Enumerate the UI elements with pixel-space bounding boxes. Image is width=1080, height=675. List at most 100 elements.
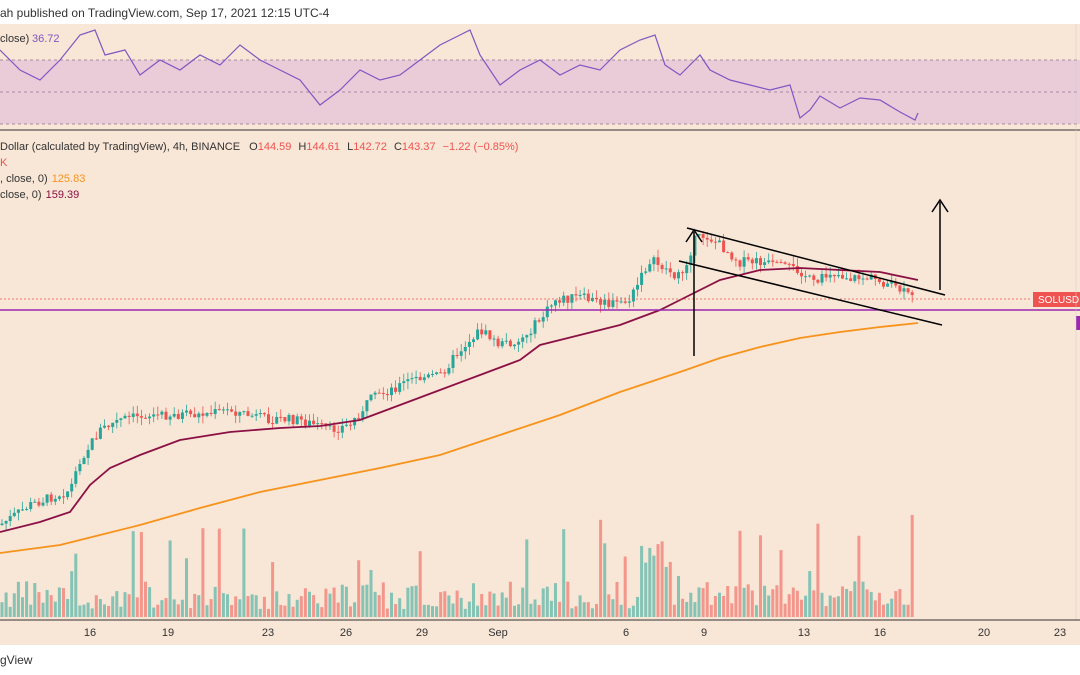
volume-bar	[582, 602, 586, 617]
candle-body	[414, 376, 418, 379]
candle-body	[131, 413, 135, 417]
volume-bar	[484, 605, 488, 617]
published-text: ah published on TradingView.com, Sep 17,…	[0, 6, 330, 20]
candle-body	[832, 274, 836, 277]
volume-bar	[119, 606, 123, 617]
volume-bar	[349, 606, 352, 617]
candle-body	[545, 306, 549, 318]
candle-body	[422, 377, 426, 381]
candle-body	[459, 351, 463, 356]
volume-bar	[197, 595, 201, 617]
volume-bar	[492, 593, 496, 617]
candle-body	[693, 235, 697, 256]
volume-bar	[800, 599, 803, 617]
candle-body	[312, 420, 316, 425]
candle-body	[267, 414, 270, 424]
volume-bar	[431, 606, 434, 617]
volume-bar	[172, 599, 176, 617]
volume-bar	[603, 543, 607, 617]
volume-bar	[488, 591, 492, 617]
volume-bar	[275, 591, 279, 617]
volume-bar	[644, 562, 648, 617]
volume-bar	[549, 600, 553, 617]
volume-bar	[49, 595, 53, 617]
volume-bar	[193, 593, 197, 617]
svg-text:, close, 0)125.83: , close, 0) 125.83	[0, 173, 85, 185]
volume-bar	[201, 528, 205, 617]
volume-bar	[754, 605, 758, 617]
volume-bar	[180, 599, 184, 617]
volume-bar	[857, 535, 861, 617]
volume-bar	[804, 595, 808, 617]
candle-body	[664, 268, 668, 270]
open-value: 144.59	[258, 141, 292, 153]
volume-bar	[906, 604, 910, 617]
volume-bar	[500, 592, 504, 617]
candle-body	[197, 413, 201, 418]
candle-body	[718, 240, 721, 243]
x-tick-label: 23	[1054, 627, 1066, 639]
volume-bar	[250, 594, 254, 617]
candle-body	[443, 372, 447, 374]
volume-bar	[779, 550, 783, 617]
volume-bar	[607, 594, 611, 617]
bull-flag-pattern	[678, 198, 949, 356]
volume-bar	[205, 605, 209, 617]
volume-bar	[127, 594, 131, 617]
flag-lower-trendline	[678, 260, 943, 326]
volume-bar	[746, 584, 750, 617]
candle-body	[431, 374, 434, 376]
volume-bar	[57, 587, 61, 617]
candle-body	[488, 330, 492, 340]
volume-bar	[115, 591, 119, 617]
volume-bar	[209, 599, 213, 617]
volume-bar	[455, 590, 459, 617]
candle-body	[21, 509, 24, 511]
candle-body	[123, 415, 127, 419]
open-label: O	[249, 141, 258, 153]
candle-body	[37, 501, 41, 506]
volume-bar	[303, 588, 307, 617]
price-legend-title: Dollar (calculated by TradingView), 4h, …	[0, 141, 240, 153]
volume-bar	[131, 531, 135, 617]
x-tick-label: Sep	[488, 627, 508, 639]
candle-body	[828, 274, 832, 278]
candle-body	[328, 425, 332, 427]
candle-body	[402, 381, 406, 384]
volume-bar	[238, 599, 242, 617]
ma-fast-line	[0, 267, 919, 533]
volume-bar	[631, 605, 635, 617]
volume-bar	[521, 587, 525, 617]
volume-bar	[103, 604, 106, 617]
candle-body	[734, 259, 738, 261]
candle-body	[439, 372, 443, 374]
volume-bar	[291, 606, 295, 617]
candle-body	[783, 262, 787, 264]
volume-bar	[4, 592, 8, 617]
volume-bar	[299, 596, 303, 617]
candle-body	[681, 272, 685, 274]
volume-bar	[340, 584, 344, 617]
volume-bar	[820, 592, 824, 617]
x-tick-label: 19	[162, 627, 174, 639]
candle-body	[537, 320, 541, 322]
volume-bar	[234, 596, 238, 617]
volume-bar	[410, 586, 414, 617]
volume-bar	[775, 585, 779, 617]
volume-bar	[517, 604, 521, 617]
x-tick-label: 16	[84, 627, 96, 639]
candle-body	[615, 300, 619, 302]
volume-bar	[771, 589, 775, 617]
candle-body	[185, 410, 188, 413]
volume-bar	[139, 531, 143, 617]
volume-bar	[78, 605, 82, 617]
volume-label: K	[0, 157, 8, 169]
candle-body	[554, 300, 557, 306]
volume-bar	[836, 596, 840, 617]
candle-body	[517, 341, 521, 345]
x-tick-label: 26	[340, 627, 352, 639]
volume-bar	[390, 592, 393, 617]
candle-body	[857, 275, 861, 280]
volume-bar	[332, 587, 336, 617]
volume-bars	[0, 514, 914, 617]
